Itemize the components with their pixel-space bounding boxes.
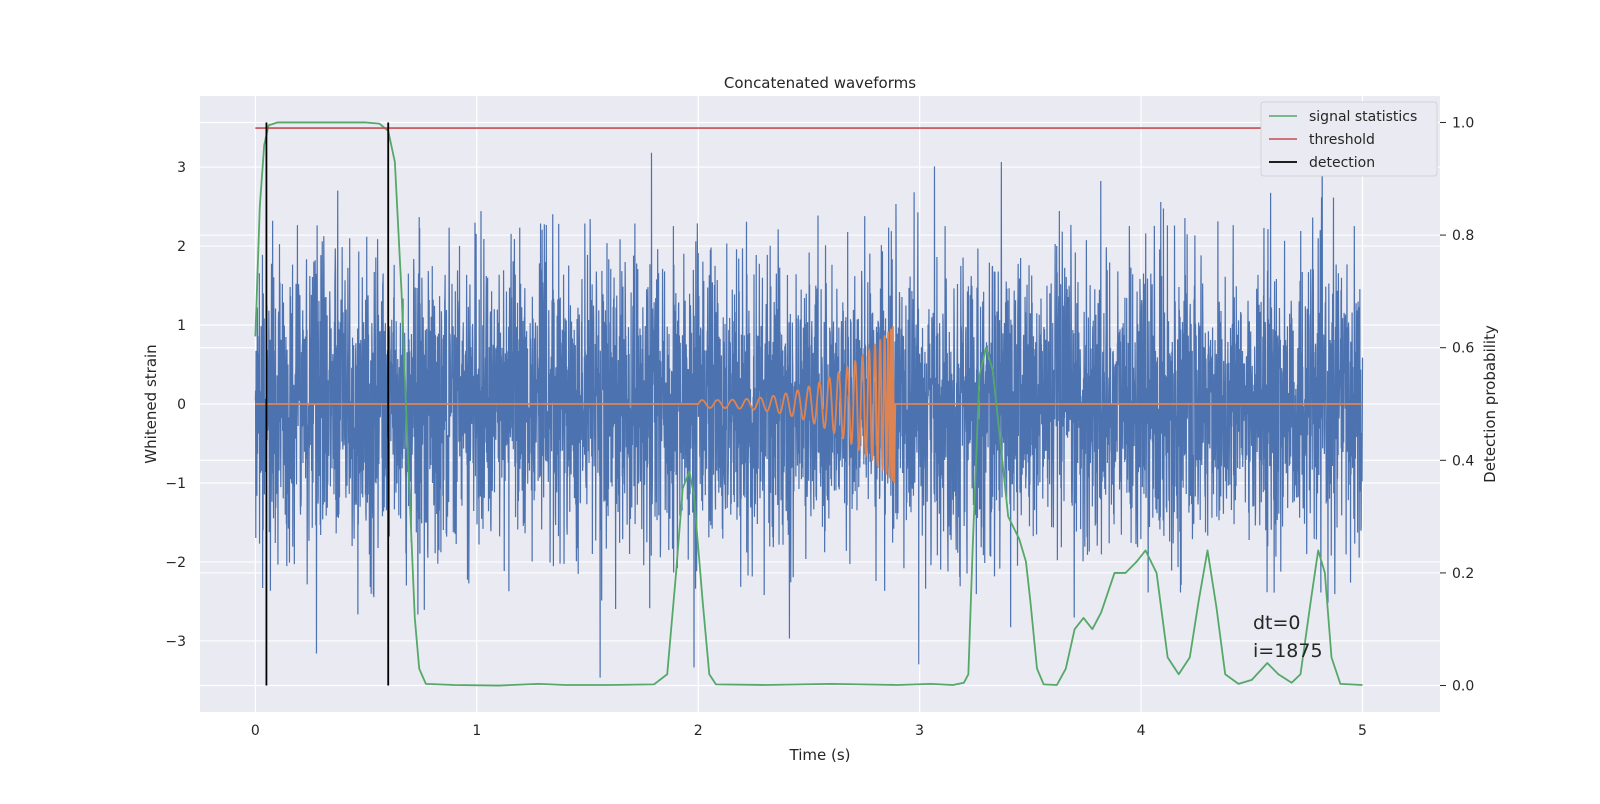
series-signal-statistics	[254, 121, 1363, 687]
y-right-tick-label: 0.8	[1452, 228, 1474, 244]
legend-label-detection: detection	[1309, 155, 1375, 171]
annotation: dt=0 i=1875	[1253, 612, 1323, 662]
y-left-tick-label: 1	[177, 318, 186, 334]
series-template-chirp	[255, 326, 1363, 483]
y-axis-label-left: Whitened strain	[142, 344, 160, 463]
annotation-i: i=1875	[1253, 640, 1323, 662]
annotation-dt: dt=0	[1253, 612, 1301, 634]
y-right-tick-label: 0.0	[1452, 679, 1474, 695]
y-left-tick-label: 2	[177, 239, 186, 255]
x-tick-label: 2	[694, 723, 703, 739]
y-right-tick-label: 0.6	[1452, 341, 1474, 357]
x-axis-label: Time (s)	[789, 746, 851, 764]
y-left-tick-label: −2	[165, 555, 186, 571]
y-left-tick-label: −1	[165, 476, 186, 492]
series-strain-noise	[254, 132, 1364, 678]
y-right-tick-label: 1.0	[1452, 115, 1474, 131]
x-tick-label: 0	[251, 723, 260, 739]
tick-layer: 0 1 2 3 4 5 −3 −2 −1 0 1 2 3 0.0 0.2 0.4 0.6 0.8 1.0	[165, 115, 1474, 739]
y-left-tick-label: 0	[177, 397, 186, 413]
x-tick-label: 1	[472, 723, 481, 739]
x-tick-label: 5	[1358, 723, 1367, 739]
y-right-tick-label: 0.2	[1452, 566, 1474, 582]
legend-label-threshold: threshold	[1309, 132, 1375, 148]
legend-label-statistics: signal statistics	[1309, 109, 1417, 125]
series-layer	[254, 121, 1364, 687]
legend: signal statistics threshold detection	[1260, 101, 1438, 177]
y-left-tick-label: −3	[165, 634, 186, 650]
legend-box	[1260, 101, 1438, 177]
x-tick-label: 4	[1137, 723, 1146, 739]
y-left-tick-label: 3	[177, 160, 186, 176]
chart-title: Concatenated waveforms	[724, 74, 916, 92]
y-right-tick-label: 0.4	[1452, 453, 1474, 469]
x-tick-label: 3	[915, 723, 924, 739]
y-axis-label-right: Detection probability	[1481, 325, 1499, 483]
